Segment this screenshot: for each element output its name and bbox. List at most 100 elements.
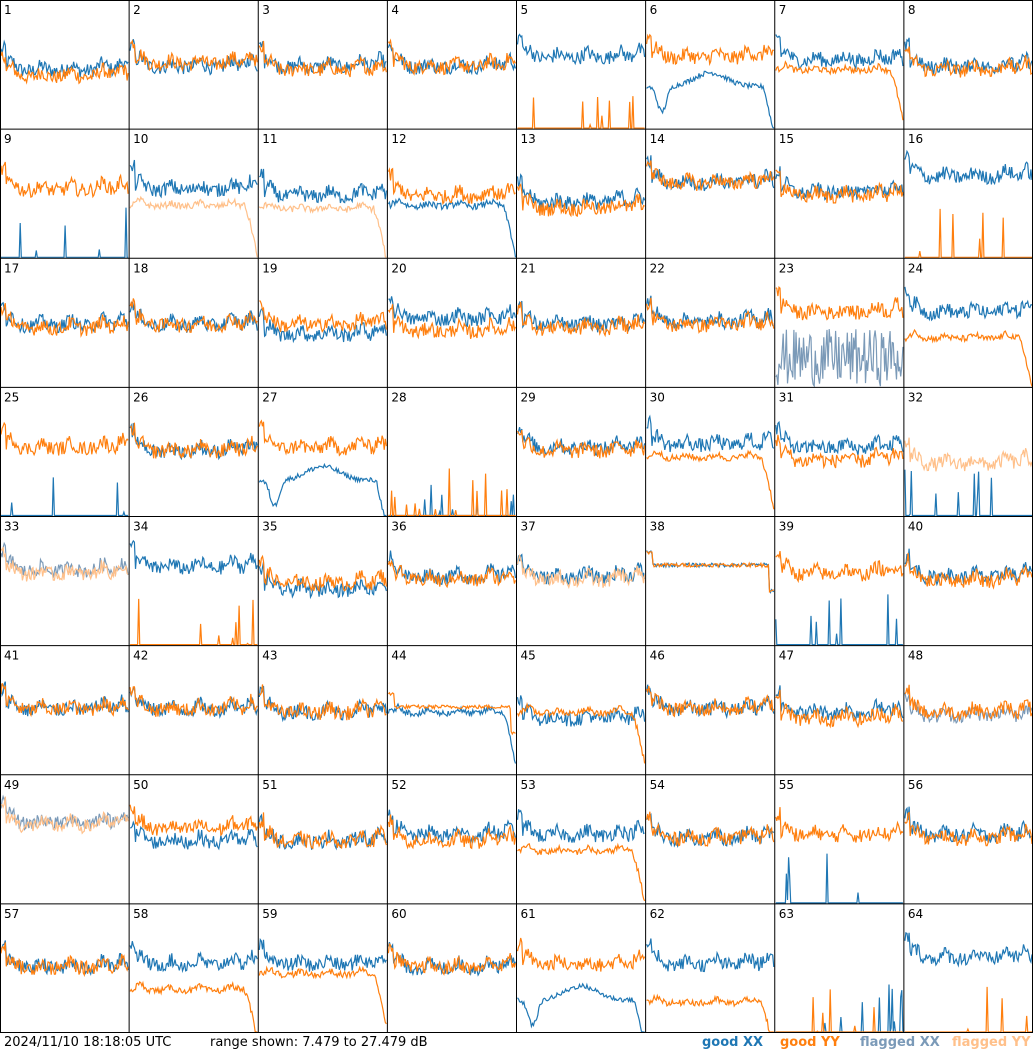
panel-13-label: 13 [521,132,536,146]
legend-flagged-xx: flagged XX [860,1033,940,1053]
panel-62-label: 62 [650,907,665,921]
panel-30-label: 30 [650,390,665,404]
panel-4: 4 [387,3,517,76]
panel-48-yy-line [904,684,1033,723]
panel-16-xx-line [904,149,1033,186]
panel-18-yy-line [129,298,258,334]
panel-47-yy-line [775,689,904,729]
panel-19-label: 19 [262,261,277,275]
legend-good-xx-word: good [702,1035,739,1050]
panel-7-xx-line [775,34,904,70]
panel-1-yy-line [0,51,129,85]
panel-1-label: 1 [4,3,12,17]
legend-flagged-xx-word: flagged [860,1035,916,1050]
panel-59-xx-line [258,937,387,972]
panel-9-xx-line [1,207,129,258]
panel-8-xx-line [904,37,1033,75]
panel-23-yy-line [775,285,904,321]
panel-52: 52 [387,778,517,850]
panel-29-label: 29 [521,390,536,404]
panel-21: 21 [516,261,646,338]
panel-41: 41 [0,649,129,718]
panel-51-xx-line [258,813,387,851]
panel-58: 58 [129,907,258,1033]
panel-4-xx-line [387,43,517,76]
panel-30-yy-line [646,449,775,510]
legend-flagged-yy: flagged YY [952,1033,1031,1053]
panel-53-xx-line [516,809,645,843]
panel-3-yy-line [258,40,387,78]
panel-40-yy-line [904,552,1033,590]
panel-54: 54 [646,778,775,849]
panel-63-yy-line [775,989,903,1033]
panel-10: 10 [129,132,258,258]
range-text: range shown: 7.479 to 27.479 dB [210,1035,428,1050]
panel-62-yy-line [646,993,774,1033]
panel-24-xx-line [904,286,1033,322]
panel-59-label: 59 [262,907,277,921]
panel-36-yy-line [387,559,517,589]
panel-40-label: 40 [908,520,923,534]
panel-8: 8 [904,3,1033,78]
panel-14: 14 [646,132,775,192]
panel-41-yy-line [0,682,129,718]
panel-38: 38 [646,520,775,595]
panel-35-label: 35 [262,520,277,534]
panel-50-yy-line [129,804,258,837]
panel-11: 11 [258,132,387,258]
legend-good-xx-swatch: XX [743,1035,764,1050]
panel-64-xx-line [904,932,1033,968]
panel-4-yy-line [387,38,517,76]
footer-bar: 2024/11/10 18:18:05 UTC range shown: 7.4… [0,1033,1033,1053]
panel-50-xx-line [129,820,258,851]
panel-8-label: 8 [908,3,916,17]
panel-50: 50 [129,778,258,851]
panel-22-yy-line [646,297,775,334]
panel-17-yy-line [0,303,129,338]
panel-44-yy-line [387,691,516,736]
panel-30: 30 [646,390,775,510]
panel-49-yy-line [0,796,129,835]
panel-34: 34 [129,520,258,646]
panel-33-yy-line [0,546,129,582]
panel-43-label: 43 [262,649,277,663]
panel-9-yy-line [0,161,129,199]
panel-44: 44 [387,649,517,764]
panel-13-xx-line [516,173,646,210]
panel-52-label: 52 [391,778,406,792]
panel-46-yy-line [646,685,775,718]
panel-39-xx-line [775,594,903,646]
legend-good-yy-swatch: YY [821,1035,840,1050]
panel-50-label: 50 [133,778,148,792]
panel-19-yy-line [259,300,387,333]
panel-55-label: 55 [779,778,794,792]
panel-39-yy-line [775,551,904,584]
panel-2-yy-line [129,39,258,73]
panel-33-label: 33 [4,520,19,534]
panel-29-yy-line [516,429,646,459]
panel-60: 60 [387,907,517,977]
panel-7-yy-line [775,60,904,121]
panel-34-xx-line [129,539,258,575]
panel-59-yy-line [258,965,387,1025]
panel-7-label: 7 [779,3,787,17]
panel-16-yy-line [904,208,1032,258]
panel-59: 59 [258,907,387,1025]
panel-60-yy-line [387,942,517,976]
panel-5-label: 5 [521,3,529,17]
panel-37-label: 37 [521,520,536,534]
panel-28: 28 [388,390,516,517]
panel-57-label: 57 [4,907,19,921]
panel-17-label: 17 [4,261,19,275]
panel-61-label: 61 [521,907,536,921]
panel-5-xx-line [516,33,646,66]
panel-14-label: 14 [650,132,665,146]
panel-20-yy-line [387,304,517,340]
panel-38-label: 38 [650,520,665,534]
panel-27-label: 27 [262,390,277,404]
panel-3: 3 [258,3,387,78]
panel-28-yy-line [388,468,516,517]
panel-18-label: 18 [133,261,148,275]
panel-44-xx-line [387,702,517,764]
panel-11-xx-line [258,168,387,204]
